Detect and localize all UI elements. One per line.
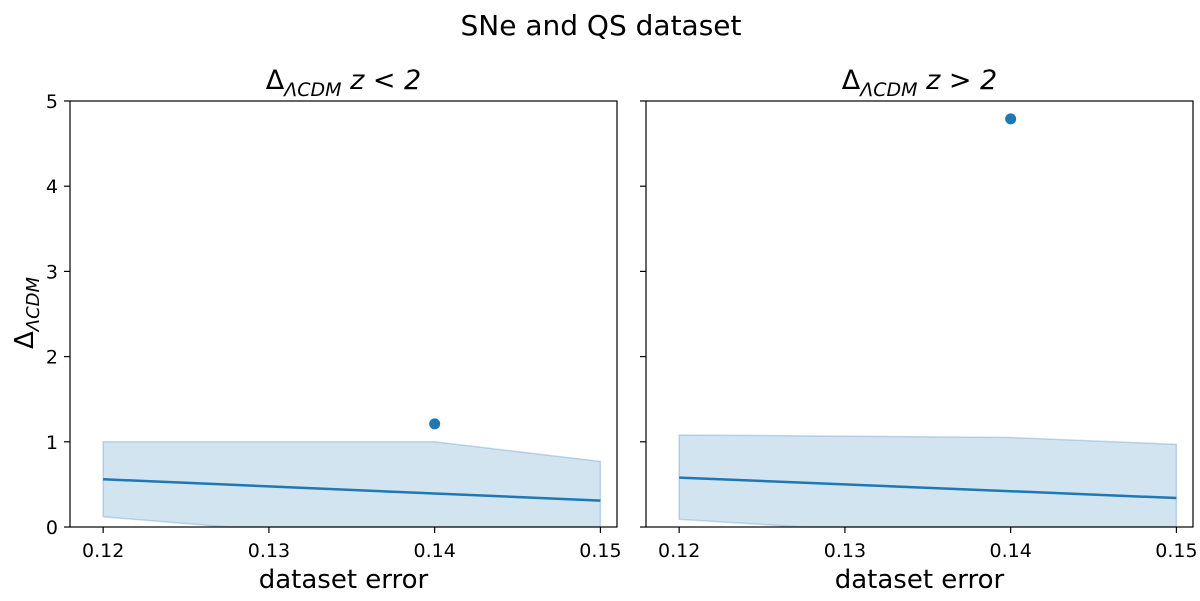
- svg-text:ΔΛCDM: ΔΛCDM: [10, 277, 44, 350]
- confidence-band: [102, 441, 602, 528]
- x-axis-label: dataset error: [835, 565, 1005, 595]
- figure-suptitle: SNe and QS dataset: [461, 9, 742, 42]
- y-tick-label: 0: [46, 517, 58, 539]
- subplot-z-above-2: 0.12 0.13 0.14 0.15 dataset error ΔΛCDM z > 2: [640, 65, 1198, 595]
- y-axis-label-sub: ΛCDM: [23, 277, 44, 334]
- axes-frame: [645, 100, 1194, 528]
- series-line: [103, 478, 601, 502]
- y-axis-label: ΔΛCDM: [10, 277, 44, 350]
- x-tick-label: 0.15: [579, 540, 621, 562]
- subplot-title-main: Δ: [842, 65, 861, 96]
- y-axis-label-main: Δ: [10, 331, 40, 349]
- series-line: [679, 476, 1177, 500]
- x-tick-label: 0.14: [990, 540, 1032, 562]
- y-tick-label: 3: [46, 261, 58, 283]
- x-tick-label: 0.12: [658, 540, 700, 562]
- data-point: [1005, 113, 1017, 125]
- x-tick-label: 0.13: [824, 540, 866, 562]
- x-tick-label: 0.14: [414, 540, 456, 562]
- y-tick-label: 2: [46, 347, 58, 369]
- subplot-title-main: Δ: [266, 65, 285, 96]
- subplot-title-rest: z < 2: [342, 65, 422, 96]
- axes-frame: [69, 100, 618, 528]
- subplot-z-below-2: 0.12 0.13 0.14 0.15 0 1 2 3 4 5 dataset error ΔΛCDM…: [46, 65, 622, 595]
- x-tick-label: 0.13: [248, 540, 290, 562]
- x-axis-label: dataset error: [259, 565, 429, 595]
- y-tick-label: 5: [46, 91, 58, 113]
- y-tick-label: 4: [46, 176, 58, 198]
- subplot-title: ΔΛCDM z < 2: [266, 65, 422, 101]
- data-point: [429, 418, 441, 430]
- subplot-title-sub: ΛCDM: [282, 79, 341, 101]
- subplot-title: ΔΛCDM z > 2: [842, 65, 998, 101]
- subplot-title-rest: z > 2: [918, 65, 998, 96]
- subplot-title-sub: ΛCDM: [858, 79, 917, 101]
- x-tick-label: 0.12: [82, 540, 124, 562]
- x-tick-label: 0.15: [1155, 540, 1197, 562]
- y-tick-label: 1: [46, 432, 58, 454]
